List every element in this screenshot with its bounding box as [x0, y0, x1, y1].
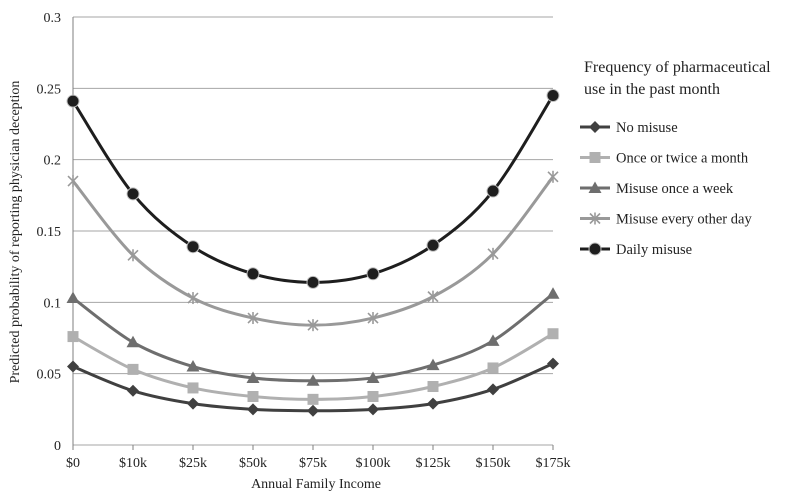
data-point-square — [427, 381, 439, 393]
data-point-diamond — [307, 404, 319, 417]
legend-title-line-1: Frequency of pharmaceutical — [584, 59, 771, 76]
x-tick-label: $10k — [119, 456, 147, 471]
data-point-circle — [366, 267, 380, 281]
data-point-star — [187, 292, 199, 305]
legend-title-line-2: use in the past month — [584, 81, 720, 98]
data-point-star — [427, 290, 439, 303]
data-point-star — [487, 247, 499, 260]
data-point-star — [67, 175, 79, 188]
data-point-triangle — [366, 371, 380, 383]
data-point-diamond — [247, 403, 259, 416]
x-tick-label: $100k — [356, 456, 391, 471]
series-line — [72, 332, 554, 401]
data-point-diamond — [187, 397, 199, 410]
series-line — [71, 94, 555, 284]
data-point-square — [487, 362, 499, 374]
y-tick-label: 0.05 — [37, 368, 62, 383]
data-point-diamond — [427, 397, 439, 410]
legend-label: Once or twice a month — [616, 151, 749, 167]
data-point-circle — [546, 88, 560, 102]
data-point-diamond — [367, 403, 379, 416]
gridlines — [73, 16, 553, 446]
data-point-star — [547, 170, 559, 183]
y-axis-label: Predicted probability of reporting physi… — [8, 81, 23, 384]
data-point-triangle — [306, 374, 320, 386]
y-tick-label: 0.3 — [44, 11, 62, 26]
legend-label: Misuse once a week — [616, 181, 734, 197]
y-tick-label: 0 — [54, 439, 61, 454]
legend-label: Misuse every other day — [616, 212, 752, 228]
data-point-triangle — [186, 360, 200, 372]
legend-marker-square — [589, 152, 601, 163]
x-tick-label: $25k — [179, 456, 207, 471]
x-tick-label: $75k — [299, 456, 327, 471]
data-point-diamond — [547, 357, 559, 370]
data-point-square — [367, 390, 379, 402]
data-point-square — [547, 328, 559, 340]
series-lines — [71, 94, 555, 413]
x-tick-label: $125k — [416, 456, 451, 471]
series-line — [72, 292, 554, 383]
y-tick-label: 0.2 — [44, 154, 62, 169]
data-point-star — [127, 249, 139, 262]
data-point-square — [127, 363, 139, 375]
x-tick-label: $150k — [476, 456, 511, 471]
x-tick-label: $175k — [536, 456, 571, 471]
data-point-diamond — [487, 383, 499, 396]
data-point-triangle — [546, 287, 560, 299]
data-point-star — [247, 312, 259, 325]
y-tick-label: 0.1 — [44, 296, 62, 311]
data-point-circle — [306, 275, 320, 289]
data-point-circle — [426, 238, 440, 252]
data-point-square — [247, 390, 259, 402]
data-point-square — [307, 393, 319, 405]
x-tick-label: $0 — [66, 456, 80, 471]
data-point-triangle — [426, 358, 440, 371]
data-point-circle — [66, 94, 80, 108]
series-line — [71, 175, 555, 327]
legend-marker-circle — [588, 242, 602, 256]
data-point-square — [187, 382, 199, 394]
legend-items: No misuse Once or twice a month Misuse onc… — [580, 120, 752, 258]
legend: Frequency of pharmaceutical use in the p… — [580, 59, 771, 258]
data-point-star — [367, 312, 379, 325]
data-point-circle — [126, 187, 140, 201]
data-point-diamond — [127, 384, 139, 397]
legend-label: Daily misuse — [616, 242, 692, 258]
legend-marker-diamond — [589, 121, 601, 133]
data-point-circle — [486, 184, 500, 198]
data-point-triangle — [126, 335, 140, 348]
data-point-triangle — [246, 371, 260, 383]
data-point-star — [307, 319, 319, 332]
y-tick-label: 0.15 — [37, 225, 62, 240]
legend-label: No misuse — [616, 120, 678, 136]
x-axis-label: Annual Family Income — [251, 477, 381, 492]
y-tick-label: 0.25 — [37, 82, 62, 97]
data-point-circle — [186, 240, 200, 254]
data-point-triangle — [66, 291, 80, 304]
axes: 0 0.05 0.1 0.15 0.2 0.25 0.3 $0 $10k $25k $50k $75k… — [37, 11, 571, 471]
legend-marker-star — [589, 212, 601, 225]
data-point-circle — [246, 267, 260, 281]
x-tick-label: $50k — [239, 456, 267, 471]
data-point-diamond — [67, 360, 79, 373]
series-markers — [66, 88, 560, 417]
data-point-square — [67, 331, 79, 343]
legend-marker-triangle — [588, 181, 602, 193]
data-point-triangle — [486, 334, 500, 346]
